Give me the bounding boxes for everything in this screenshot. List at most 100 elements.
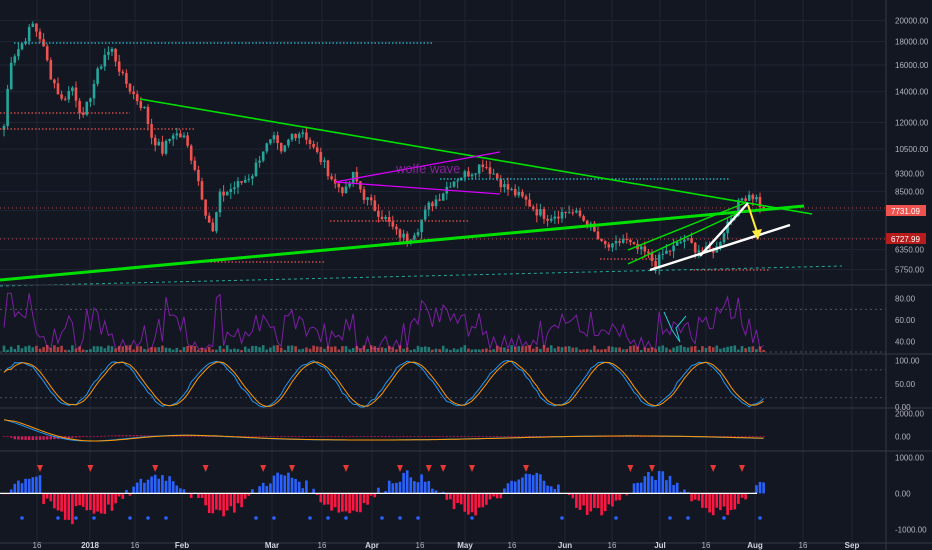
candle-body — [359, 181, 362, 190]
signal-dot — [668, 516, 672, 520]
momentum-bar — [121, 493, 125, 499]
volume-bar — [495, 345, 499, 352]
volume-bar — [189, 345, 193, 352]
candle-body — [315, 147, 319, 152]
macd-histogram-bar — [366, 436, 369, 437]
volume-bar — [222, 348, 225, 352]
macd-histogram-bar — [125, 435, 128, 437]
momentum-pane[interactable] — [0, 465, 765, 525]
drawings[interactable] — [0, 42, 886, 287]
price-axis[interactable]: 20000.00 18000.00 16000.00 14000.00 12000.00… — [895, 16, 929, 534]
momentum-bar — [704, 493, 708, 508]
volume-bar — [283, 349, 287, 352]
momentum-bar — [330, 493, 333, 511]
candle-body — [200, 181, 204, 200]
macd-histogram-bar — [481, 436, 484, 437]
macd-histogram-bar — [251, 436, 254, 437]
volume-bar — [697, 349, 701, 352]
volume-bar — [27, 345, 31, 352]
momentum-bar — [377, 487, 380, 494]
green-ascending-trendline[interactable] — [0, 204, 805, 282]
price-tick: 10500.00 — [895, 145, 929, 154]
candle-body — [693, 242, 697, 253]
candle-body — [470, 174, 474, 177]
candle-body — [607, 244, 611, 248]
rsi-pane[interactable] — [0, 292, 886, 353]
momentum-bar — [17, 480, 20, 494]
momentum-bar — [215, 493, 218, 510]
momentum-bar — [348, 493, 351, 514]
macd-histogram-bar — [71, 436, 74, 438]
macd-histogram-bar — [49, 436, 52, 440]
candle-body — [485, 167, 488, 169]
momentum-bar — [189, 493, 193, 498]
volume-bar — [675, 346, 679, 352]
momentum-bar — [53, 493, 56, 509]
volume-bar — [715, 345, 719, 352]
white-wedge-lower[interactable] — [649, 223, 791, 272]
candle-body — [319, 151, 323, 162]
stoch-pane[interactable] — [0, 360, 886, 408]
momentum-bar — [200, 493, 204, 498]
candles — [2, 21, 765, 275]
macd-histogram-bar — [510, 436, 513, 437]
candle-body — [272, 135, 276, 140]
candle-body — [632, 242, 636, 244]
volume-bar — [330, 346, 333, 352]
candle-body — [398, 229, 402, 238]
volume-bar — [233, 348, 236, 352]
candle-body — [441, 193, 445, 201]
candle-body — [477, 164, 481, 174]
macd-histogram-bar — [517, 436, 520, 437]
teal-dashed-support[interactable] — [0, 265, 843, 287]
candle-body — [517, 191, 521, 196]
momentum-bar — [715, 493, 719, 508]
signal-dot — [398, 516, 402, 520]
price-pane[interactable]: wolfe wave — [0, 21, 886, 287]
candle-body — [513, 189, 517, 196]
volume-bar — [431, 349, 434, 352]
momentum-bar — [539, 474, 542, 494]
volume-bar — [348, 349, 351, 352]
volume-bar — [351, 348, 355, 352]
momentum-bar — [467, 493, 470, 515]
time-tick: Jul — [654, 541, 666, 550]
green-channel-lower[interactable] — [627, 211, 741, 265]
volume-bar — [254, 345, 258, 352]
candle-body — [92, 83, 96, 99]
sell-signal-marker — [440, 465, 447, 472]
macd-histogram-bar — [316, 436, 319, 437]
volume-bar — [416, 345, 420, 352]
momentum-bar — [762, 482, 765, 494]
volume-bar — [2, 345, 6, 352]
volume-bar — [513, 347, 517, 352]
macd-pane[interactable] — [2, 419, 765, 442]
momentum-bar — [632, 483, 636, 494]
candle-body — [78, 100, 81, 113]
macd-histogram-bar — [542, 436, 546, 437]
green-channel-upper[interactable] — [627, 202, 746, 251]
momentum-bar — [686, 491, 690, 494]
volume-bar — [355, 346, 359, 352]
candle-body — [542, 209, 546, 219]
momentum-bar — [517, 479, 521, 494]
volume-bar — [427, 347, 431, 352]
wolfe-line-1[interactable] — [334, 151, 501, 183]
volume-bar — [423, 346, 427, 352]
volume-bar — [672, 347, 675, 352]
wolfe-line-2[interactable] — [334, 181, 501, 195]
candle-body — [625, 238, 629, 240]
candle-body — [233, 187, 236, 190]
candle-body — [747, 194, 751, 201]
last-price-label: 7731.09 — [891, 207, 920, 216]
momentum-bar — [477, 493, 481, 508]
volume-bar — [477, 349, 481, 352]
macd-histogram-bar — [85, 436, 88, 437]
rsi-annotation-line — [663, 311, 687, 343]
time-axis[interactable]: 16 2018 16 Feb Mar 16 Apr 16 May 16 Jun 16 Jul 16 Aug 1… — [33, 541, 860, 550]
white-wedge-upper[interactable] — [699, 202, 749, 257]
macd-histogram-bar — [506, 436, 510, 437]
momentum-bar — [13, 483, 17, 494]
volume-bar — [319, 346, 323, 352]
